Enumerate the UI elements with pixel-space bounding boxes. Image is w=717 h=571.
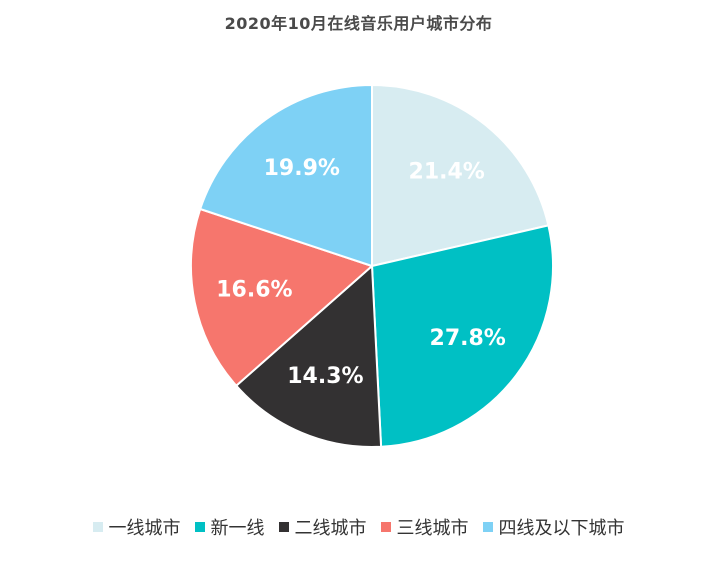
chart-legend: 一线城市 新一线 二线城市 三线城市 四线及以下城市 bbox=[0, 514, 717, 540]
legend-label-4: 三线城市 bbox=[396, 518, 469, 539]
legend-item-1: 一线城市 bbox=[92, 514, 181, 540]
slice-value-label-1: 21.4% bbox=[409, 160, 485, 185]
legend-swatch-3 bbox=[278, 522, 289, 532]
pie-slice-labels: 21.4% 27.8% 14.3% 16.6% 19.9% bbox=[216, 156, 506, 389]
legend-label-1: 一线城市 bbox=[108, 518, 181, 539]
pie-slices bbox=[190, 84, 554, 448]
pie-slice-4 bbox=[190, 207, 373, 387]
legend-swatch-5 bbox=[482, 522, 493, 532]
legend-label-2: 新一线 bbox=[210, 518, 265, 539]
pie-slice-5 bbox=[199, 84, 373, 267]
legend-item-4: 三线城市 bbox=[380, 514, 469, 540]
slice-value-label-2: 27.8% bbox=[430, 326, 506, 351]
pie-slice-1 bbox=[371, 84, 550, 267]
legend-label-5: 四线及以下城市 bbox=[498, 518, 625, 539]
legend-item-2: 新一线 bbox=[194, 514, 265, 540]
legend-item-3: 二线城市 bbox=[278, 514, 367, 540]
pie-slice-2 bbox=[371, 224, 554, 448]
slice-value-label-4: 16.6% bbox=[216, 278, 292, 303]
legend-item-5: 四线及以下城市 bbox=[482, 514, 625, 540]
legend-swatch-1 bbox=[92, 522, 103, 532]
chart-title: 2020年10月在线音乐用户城市分布 bbox=[224, 14, 493, 33]
slice-value-label-5: 19.9% bbox=[264, 156, 340, 181]
legend-swatch-4 bbox=[380, 522, 391, 532]
pie-slice-3 bbox=[235, 265, 383, 448]
legend-label-3: 二线城市 bbox=[294, 518, 367, 539]
slice-value-label-3: 14.3% bbox=[287, 364, 363, 389]
legend-swatch-2 bbox=[194, 522, 205, 532]
